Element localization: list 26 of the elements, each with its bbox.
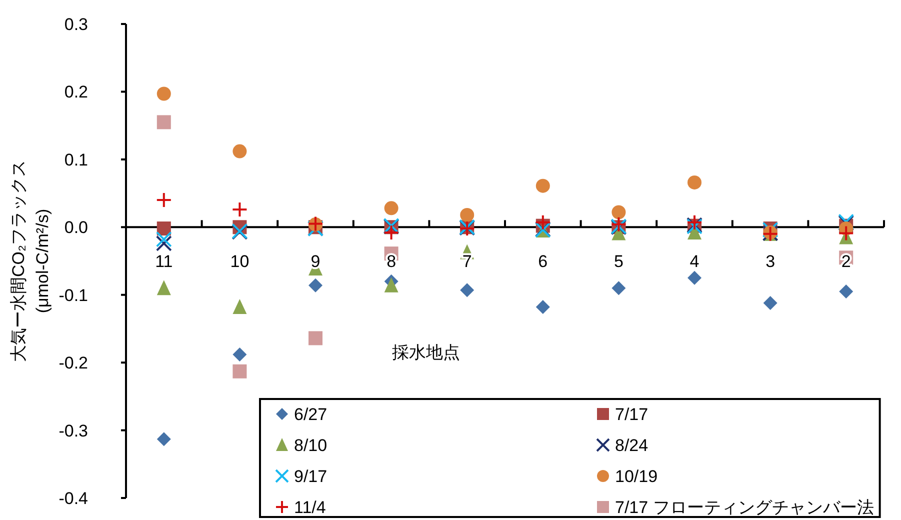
x-axis-title: 採水地点 <box>392 343 460 362</box>
x-tick-label: 3 <box>766 252 776 272</box>
y-tick-label: 0.3 <box>64 15 88 34</box>
x-tick-label: 6 <box>538 252 548 272</box>
y-tick-label: 0.2 <box>64 82 88 102</box>
y-tick-label: 0.0 <box>64 218 88 238</box>
legend-label: 11/4 <box>294 498 326 517</box>
x-tick-label: 11 <box>155 252 173 272</box>
legend-label: 8/24 <box>615 436 648 455</box>
legend-label: 7/17 <box>615 405 648 424</box>
x-tick-label: 2 <box>841 252 851 272</box>
legend-label: 8/10 <box>294 436 328 455</box>
y-tick-label: -0.4 <box>58 489 88 508</box>
y-tick-label: -0.3 <box>58 421 88 440</box>
x-tick-label: 8 <box>386 252 396 272</box>
y-tick-label: -0.1 <box>58 286 88 305</box>
legend-label: 9/17 <box>294 467 328 486</box>
x-tick-label: 10 <box>230 252 250 272</box>
legend-label: 6/27 <box>294 405 328 424</box>
x-tick-label: 4 <box>690 252 700 272</box>
y-axis-title: 大気ー水間CO₂フラックス (μmol-C/m²/s) <box>9 160 52 362</box>
legend-label: 10/19 <box>615 467 658 486</box>
legend-label: 7/17 フローティングチャンバー法 <box>615 498 874 517</box>
x-tick-label: 5 <box>614 252 624 272</box>
y-tick-label: 0.1 <box>64 150 88 170</box>
y-tick-label: -0.2 <box>58 354 88 373</box>
